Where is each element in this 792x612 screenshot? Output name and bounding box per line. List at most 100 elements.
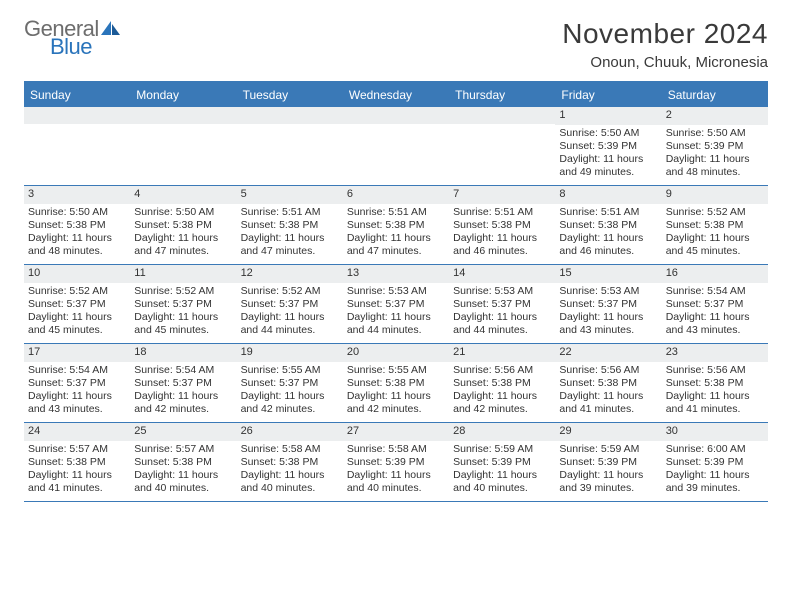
day-number: 10 xyxy=(24,265,130,283)
daylight-text: Daylight: 11 hours and 45 minutes. xyxy=(666,232,764,258)
daylight-text: Daylight: 11 hours and 46 minutes. xyxy=(453,232,551,258)
day-cell: 4Sunrise: 5:50 AMSunset: 5:38 PMDaylight… xyxy=(130,186,236,264)
logo: General Blue xyxy=(24,18,122,58)
sunrise-text: Sunrise: 5:53 AM xyxy=(347,285,445,298)
day-cell: 22Sunrise: 5:56 AMSunset: 5:38 PMDayligh… xyxy=(555,344,661,422)
day-cell: 28Sunrise: 5:59 AMSunset: 5:39 PMDayligh… xyxy=(449,423,555,501)
sunset-text: Sunset: 5:38 PM xyxy=(241,219,339,232)
day-cell: 6Sunrise: 5:51 AMSunset: 5:38 PMDaylight… xyxy=(343,186,449,264)
sunset-text: Sunset: 5:38 PM xyxy=(559,219,657,232)
sunset-text: Sunset: 5:39 PM xyxy=(666,456,764,469)
daylight-text: Daylight: 11 hours and 42 minutes. xyxy=(347,390,445,416)
sunset-text: Sunset: 5:38 PM xyxy=(134,456,232,469)
day-cell: 27Sunrise: 5:58 AMSunset: 5:39 PMDayligh… xyxy=(343,423,449,501)
day-cell: 20Sunrise: 5:55 AMSunset: 5:38 PMDayligh… xyxy=(343,344,449,422)
day-cell: 2Sunrise: 5:50 AMSunset: 5:39 PMDaylight… xyxy=(662,107,768,185)
sunset-text: Sunset: 5:38 PM xyxy=(134,219,232,232)
location: Onoun, Chuuk, Micronesia xyxy=(562,54,768,71)
header: General Blue November 2024 Onoun, Chuuk,… xyxy=(24,18,768,71)
weeks-container: 1Sunrise: 5:50 AMSunset: 5:39 PMDaylight… xyxy=(24,107,768,502)
day-body: Sunrise: 5:50 AMSunset: 5:39 PMDaylight:… xyxy=(555,125,661,184)
sunset-text: Sunset: 5:38 PM xyxy=(453,377,551,390)
day-cell: 21Sunrise: 5:56 AMSunset: 5:38 PMDayligh… xyxy=(449,344,555,422)
daylight-text: Daylight: 11 hours and 47 minutes. xyxy=(241,232,339,258)
day-body: Sunrise: 5:57 AMSunset: 5:38 PMDaylight:… xyxy=(130,441,236,500)
sunset-text: Sunset: 5:37 PM xyxy=(134,377,232,390)
day-body: Sunrise: 6:00 AMSunset: 5:39 PMDaylight:… xyxy=(662,441,768,500)
day-body: Sunrise: 5:54 AMSunset: 5:37 PMDaylight:… xyxy=(130,362,236,421)
sunrise-text: Sunrise: 6:00 AM xyxy=(666,443,764,456)
day-cell: 7Sunrise: 5:51 AMSunset: 5:38 PMDaylight… xyxy=(449,186,555,264)
daylight-text: Daylight: 11 hours and 40 minutes. xyxy=(453,469,551,495)
daylight-text: Daylight: 11 hours and 43 minutes. xyxy=(28,390,126,416)
day-body: Sunrise: 5:55 AMSunset: 5:37 PMDaylight:… xyxy=(237,362,343,421)
sunrise-text: Sunrise: 5:52 AM xyxy=(241,285,339,298)
daylight-text: Daylight: 11 hours and 41 minutes. xyxy=(666,390,764,416)
day-number: 14 xyxy=(449,265,555,283)
daylight-text: Daylight: 11 hours and 40 minutes. xyxy=(241,469,339,495)
sunrise-text: Sunrise: 5:50 AM xyxy=(134,206,232,219)
daylight-text: Daylight: 11 hours and 46 minutes. xyxy=(559,232,657,258)
day-number: 16 xyxy=(662,265,768,283)
day-cell xyxy=(449,107,555,185)
day-number: 29 xyxy=(555,423,661,441)
calendar: SundayMondayTuesdayWednesdayThursdayFrid… xyxy=(24,81,768,502)
sunset-text: Sunset: 5:37 PM xyxy=(666,298,764,311)
day-body: Sunrise: 5:53 AMSunset: 5:37 PMDaylight:… xyxy=(449,283,555,342)
daylight-text: Daylight: 11 hours and 49 minutes. xyxy=(559,153,657,179)
daylight-text: Daylight: 11 hours and 42 minutes. xyxy=(134,390,232,416)
sunrise-text: Sunrise: 5:54 AM xyxy=(134,364,232,377)
sunrise-text: Sunrise: 5:59 AM xyxy=(453,443,551,456)
day-number: 8 xyxy=(555,186,661,204)
day-cell: 26Sunrise: 5:58 AMSunset: 5:38 PMDayligh… xyxy=(237,423,343,501)
daylight-text: Daylight: 11 hours and 39 minutes. xyxy=(559,469,657,495)
daylight-text: Daylight: 11 hours and 45 minutes. xyxy=(28,311,126,337)
sunset-text: Sunset: 5:37 PM xyxy=(241,377,339,390)
sunset-text: Sunset: 5:39 PM xyxy=(347,456,445,469)
sunrise-text: Sunrise: 5:51 AM xyxy=(559,206,657,219)
sunrise-text: Sunrise: 5:52 AM xyxy=(666,206,764,219)
day-cell: 15Sunrise: 5:53 AMSunset: 5:37 PMDayligh… xyxy=(555,265,661,343)
sunrise-text: Sunrise: 5:56 AM xyxy=(666,364,764,377)
day-body: Sunrise: 5:55 AMSunset: 5:38 PMDaylight:… xyxy=(343,362,449,421)
week-row: 17Sunrise: 5:54 AMSunset: 5:37 PMDayligh… xyxy=(24,344,768,423)
day-cell xyxy=(130,107,236,185)
day-cell: 9Sunrise: 5:52 AMSunset: 5:38 PMDaylight… xyxy=(662,186,768,264)
day-cell: 8Sunrise: 5:51 AMSunset: 5:38 PMDaylight… xyxy=(555,186,661,264)
day-body: Sunrise: 5:57 AMSunset: 5:38 PMDaylight:… xyxy=(24,441,130,500)
day-cell: 25Sunrise: 5:57 AMSunset: 5:38 PMDayligh… xyxy=(130,423,236,501)
daylight-text: Daylight: 11 hours and 47 minutes. xyxy=(134,232,232,258)
day-number: 30 xyxy=(662,423,768,441)
day-body: Sunrise: 5:56 AMSunset: 5:38 PMDaylight:… xyxy=(449,362,555,421)
sunrise-text: Sunrise: 5:59 AM xyxy=(559,443,657,456)
daylight-text: Daylight: 11 hours and 40 minutes. xyxy=(347,469,445,495)
day-body: Sunrise: 5:51 AMSunset: 5:38 PMDaylight:… xyxy=(555,204,661,263)
day-number: 3 xyxy=(24,186,130,204)
sunrise-text: Sunrise: 5:56 AM xyxy=(559,364,657,377)
page: General Blue November 2024 Onoun, Chuuk,… xyxy=(0,0,792,512)
day-number: 5 xyxy=(237,186,343,204)
sunrise-text: Sunrise: 5:54 AM xyxy=(666,285,764,298)
day-cell: 14Sunrise: 5:53 AMSunset: 5:37 PMDayligh… xyxy=(449,265,555,343)
sunrise-text: Sunrise: 5:56 AM xyxy=(453,364,551,377)
day-number: 20 xyxy=(343,344,449,362)
day-number: 9 xyxy=(662,186,768,204)
day-cell: 12Sunrise: 5:52 AMSunset: 5:37 PMDayligh… xyxy=(237,265,343,343)
sunrise-text: Sunrise: 5:53 AM xyxy=(559,285,657,298)
daylight-text: Daylight: 11 hours and 39 minutes. xyxy=(666,469,764,495)
day-number: 19 xyxy=(237,344,343,362)
daylight-text: Daylight: 11 hours and 44 minutes. xyxy=(453,311,551,337)
day-body: Sunrise: 5:59 AMSunset: 5:39 PMDaylight:… xyxy=(449,441,555,500)
week-row: 3Sunrise: 5:50 AMSunset: 5:38 PMDaylight… xyxy=(24,186,768,265)
sunset-text: Sunset: 5:38 PM xyxy=(347,219,445,232)
day-cell: 11Sunrise: 5:52 AMSunset: 5:37 PMDayligh… xyxy=(130,265,236,343)
weekday-label: Sunday xyxy=(24,83,130,107)
day-body: Sunrise: 5:53 AMSunset: 5:37 PMDaylight:… xyxy=(343,283,449,342)
day-number: 17 xyxy=(24,344,130,362)
sunset-text: Sunset: 5:39 PM xyxy=(559,140,657,153)
day-number: 26 xyxy=(237,423,343,441)
day-cell: 18Sunrise: 5:54 AMSunset: 5:37 PMDayligh… xyxy=(130,344,236,422)
daylight-text: Daylight: 11 hours and 42 minutes. xyxy=(453,390,551,416)
sunset-text: Sunset: 5:37 PM xyxy=(28,377,126,390)
logo-word2: Blue xyxy=(50,36,122,58)
